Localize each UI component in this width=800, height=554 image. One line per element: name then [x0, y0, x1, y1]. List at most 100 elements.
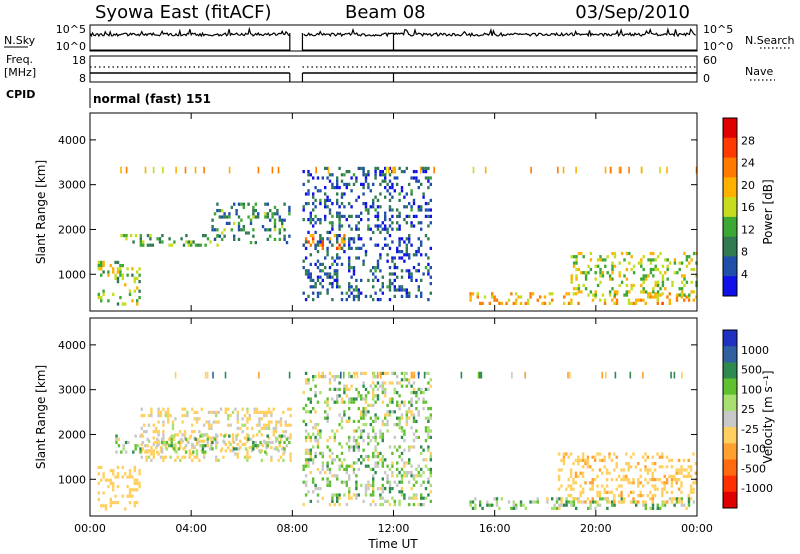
heatmap-cell: [677, 497, 681, 501]
heatmap-cell: [319, 237, 322, 241]
heatmap-cell: [692, 251, 696, 256]
heatmap-cell: [326, 464, 329, 468]
heatmap-cell: [203, 455, 206, 459]
heatmap-cell: [100, 260, 103, 264]
heatmap-cell: [312, 407, 315, 411]
heatmap-cell: [415, 435, 418, 439]
heatmap-cell: [236, 442, 239, 446]
heatmap-cell: [386, 464, 389, 468]
heatmap-cell: [393, 371, 396, 375]
heatmap-cell: [257, 212, 260, 216]
heatmap-cell: [289, 433, 292, 437]
heatmap-cell: [632, 271, 636, 275]
heatmap-cell: [307, 294, 310, 298]
heatmap-cell: [328, 448, 332, 452]
heatmap-cell: [551, 497, 554, 501]
heatmap-cell: [611, 503, 614, 507]
heatmap-cell: [314, 205, 317, 209]
heatmap-cell: [350, 464, 353, 468]
heatmap-cell: [100, 465, 103, 469]
heatmap-cell: [384, 166, 387, 170]
heatmap-cell: [116, 280, 120, 284]
heatmap-cell: [324, 198, 327, 202]
heatmap-cell: [278, 237, 281, 241]
heatmap-cell: [548, 292, 551, 296]
heatmap-cell: [326, 483, 329, 487]
heatmap-cell: [338, 205, 341, 209]
heatmap-cell: [427, 448, 430, 452]
heatmap-cell: [304, 237, 308, 241]
heatmap-cell: [651, 478, 654, 482]
heatmap-cell: [350, 400, 353, 404]
heatmap-cell: [642, 287, 645, 291]
heatmap-cell: [393, 288, 396, 292]
heatmap-cell: [319, 435, 322, 439]
heatmap-cell: [315, 166, 317, 174]
heatmap-cell: [649, 267, 653, 272]
heatmap-cell: [422, 272, 425, 276]
heatmap-cell: [398, 503, 401, 507]
heatmap-cell: [348, 259, 351, 263]
heatmap-cell: [312, 426, 315, 430]
heatmap-cell: [400, 256, 404, 260]
heatmap-cell: [577, 474, 580, 478]
colorbar-tick-label: 500: [741, 364, 762, 377]
heatmap-cell: [326, 291, 329, 295]
heatmap-cell: [577, 251, 581, 256]
cpid-value: normal (fast) 151: [93, 92, 211, 106]
heatmap-cell: [333, 400, 336, 404]
heatmap-cell: [336, 237, 339, 241]
heatmap-cell: [484, 166, 487, 174]
heatmap-cell: [206, 440, 209, 445]
heatmap-cell: [687, 474, 690, 478]
heatmap-cell: [231, 410, 235, 414]
heatmap-cell: [309, 458, 312, 462]
heatmap-cell: [271, 440, 274, 445]
heatmap-cell: [653, 478, 657, 482]
heatmap-cell: [611, 500, 614, 504]
heatmap-cell: [367, 464, 370, 468]
heatmap-cell: [623, 293, 626, 297]
heatmap-cell: [635, 298, 638, 302]
heatmap-cell: [140, 455, 143, 459]
heatmap-cell: [324, 410, 327, 414]
heatmap-cell: [644, 465, 647, 469]
heatmap-cell: [408, 480, 411, 484]
colorbar-swatch: [723, 491, 737, 509]
heatmap-cell: [605, 468, 609, 472]
heatmap-cell: [374, 224, 377, 228]
heatmap-cell: [372, 477, 375, 481]
heatmap-cell: [186, 410, 189, 414]
heatmap-cell: [400, 371, 404, 375]
heatmap-cell: [307, 451, 310, 455]
heatmap-cell: [367, 487, 370, 491]
heatmap-cell: [336, 256, 339, 260]
heatmap-cell: [369, 493, 372, 497]
heatmap-cell: [408, 496, 411, 500]
heatmap-cell: [629, 490, 633, 494]
heatmap-cell: [613, 497, 616, 501]
heatmap-cell: [352, 439, 356, 443]
heatmap-cell: [403, 496, 406, 500]
heatmap-cell: [333, 375, 336, 379]
heatmap-cell: [627, 301, 631, 305]
heatmap-cell: [393, 166, 396, 174]
heatmap-cell: [417, 503, 420, 507]
heatmap-cell: [157, 433, 160, 437]
heatmap-cell: [680, 471, 683, 475]
heatmap-cell: [267, 407, 271, 411]
heatmap-cell: [665, 500, 669, 504]
heatmap-cell: [352, 269, 356, 273]
heatmap-cell: [216, 440, 219, 445]
heatmap-cell: [649, 261, 653, 265]
heatmap-cell: [355, 461, 358, 465]
heatmap-cell: [302, 243, 305, 247]
heatmap-cell: [316, 439, 320, 443]
heatmap-cell: [199, 243, 202, 247]
heatmap-cell: [152, 449, 155, 453]
heatmap-cell: [265, 423, 268, 427]
heatmap-cell: [388, 234, 392, 238]
heatmap-cell: [611, 261, 614, 265]
heatmap-cell: [156, 237, 159, 241]
heatmap-cell: [412, 387, 416, 391]
